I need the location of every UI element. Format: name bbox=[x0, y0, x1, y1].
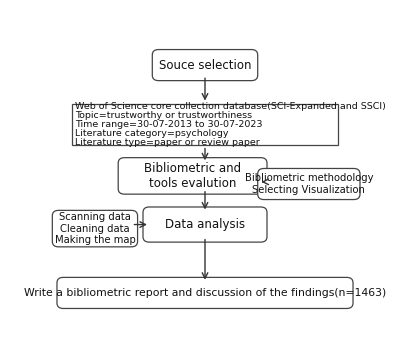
FancyBboxPatch shape bbox=[258, 168, 360, 200]
Text: Scanning data
Cleaning data
Making the map: Scanning data Cleaning data Making the m… bbox=[54, 212, 135, 245]
Text: Souce selection: Souce selection bbox=[159, 59, 251, 72]
Text: Bibliometric and
tools evalution: Bibliometric and tools evalution bbox=[144, 162, 241, 190]
FancyBboxPatch shape bbox=[143, 207, 267, 242]
Text: Web of Science core collection database(SCI-Expanded and SSCI): Web of Science core collection database(… bbox=[76, 102, 386, 111]
FancyBboxPatch shape bbox=[52, 210, 138, 247]
FancyBboxPatch shape bbox=[72, 104, 338, 146]
Text: Literature category=psychology: Literature category=psychology bbox=[76, 129, 229, 138]
Text: Bibliometric methodology
Selecting Visualization: Bibliometric methodology Selecting Visua… bbox=[244, 173, 373, 195]
Text: Write a bibliometric report and discussion of the findings(n=1463): Write a bibliometric report and discussi… bbox=[24, 288, 386, 298]
Text: Data analysis: Data analysis bbox=[165, 218, 245, 231]
Text: Literature type=paper or review paper: Literature type=paper or review paper bbox=[76, 138, 260, 147]
FancyBboxPatch shape bbox=[57, 277, 353, 309]
FancyBboxPatch shape bbox=[152, 49, 258, 81]
Text: Time range=30-07-2013 to 30-07-2023: Time range=30-07-2013 to 30-07-2023 bbox=[76, 120, 263, 129]
Text: Topic=trustworthy or trustworthiness: Topic=trustworthy or trustworthiness bbox=[76, 111, 252, 120]
FancyBboxPatch shape bbox=[118, 158, 267, 194]
